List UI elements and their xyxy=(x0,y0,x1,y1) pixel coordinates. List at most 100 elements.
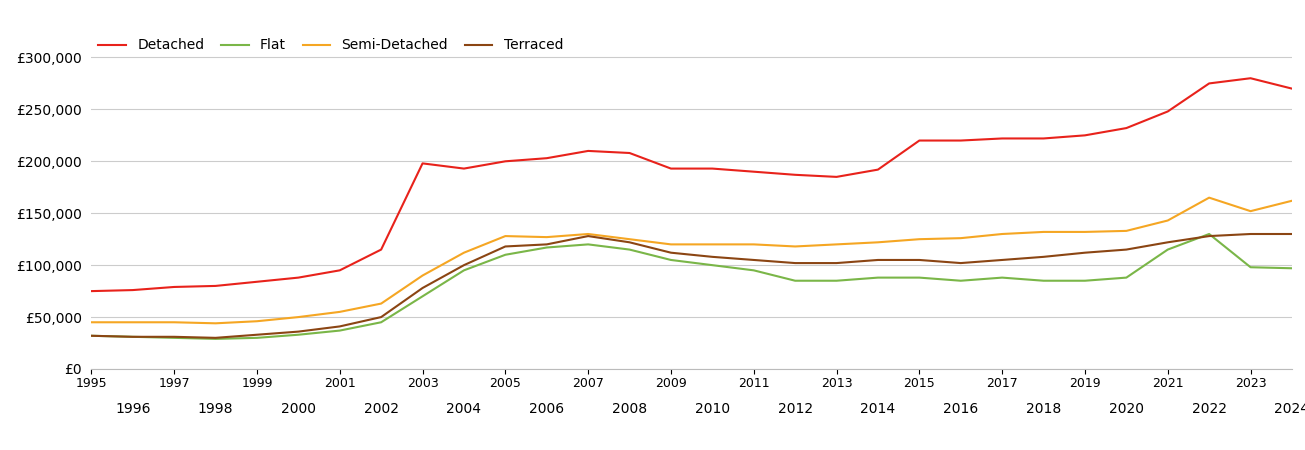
Semi-Detached xyxy=(291,315,307,320)
Semi-Detached xyxy=(1202,195,1218,200)
Flat xyxy=(911,275,927,280)
Flat xyxy=(249,335,265,341)
Terraced xyxy=(953,261,968,266)
Terraced xyxy=(1036,254,1052,260)
Flat xyxy=(1036,278,1052,284)
Detached xyxy=(331,268,347,273)
Flat xyxy=(746,268,762,273)
Semi-Detached xyxy=(581,231,596,237)
Flat xyxy=(497,252,513,257)
Detached xyxy=(621,150,637,156)
Detached xyxy=(373,247,389,252)
Terraced xyxy=(621,239,637,245)
Terraced xyxy=(746,257,762,263)
Flat xyxy=(1118,275,1134,280)
Flat xyxy=(84,333,99,338)
Semi-Detached xyxy=(1118,228,1134,234)
Detached xyxy=(829,174,844,180)
Detached xyxy=(539,156,555,161)
Flat xyxy=(621,247,637,252)
Detached xyxy=(581,148,596,153)
Semi-Detached xyxy=(1242,208,1258,214)
Semi-Detached xyxy=(663,242,679,247)
Terraced xyxy=(581,234,596,239)
Semi-Detached xyxy=(125,320,141,325)
Flat xyxy=(1284,266,1300,271)
Terraced xyxy=(539,242,555,247)
Semi-Detached xyxy=(1077,229,1092,234)
Terraced xyxy=(1242,231,1258,237)
Detached xyxy=(415,161,431,166)
Terraced xyxy=(249,332,265,338)
Detached xyxy=(1160,109,1176,114)
Flat xyxy=(415,293,431,299)
Flat xyxy=(705,262,720,268)
Terraced xyxy=(84,333,99,338)
Terraced xyxy=(1202,234,1218,239)
Detached xyxy=(457,166,472,171)
Detached xyxy=(663,166,679,171)
Flat xyxy=(829,278,844,284)
Flat xyxy=(953,278,968,284)
Detached xyxy=(705,166,720,171)
Terraced xyxy=(166,334,181,339)
Semi-Detached xyxy=(621,237,637,242)
Detached xyxy=(870,167,886,172)
Flat xyxy=(1077,278,1092,284)
Semi-Detached xyxy=(746,242,762,247)
Terraced xyxy=(1118,247,1134,252)
Semi-Detached xyxy=(953,235,968,241)
Terraced xyxy=(373,315,389,320)
Flat xyxy=(373,320,389,325)
Detached xyxy=(166,284,181,290)
Detached xyxy=(994,136,1010,141)
Flat xyxy=(331,328,347,333)
Detached xyxy=(746,169,762,175)
Flat xyxy=(166,335,181,341)
Flat xyxy=(457,268,472,273)
Semi-Detached xyxy=(249,319,265,324)
Detached xyxy=(953,138,968,143)
Semi-Detached xyxy=(787,244,803,249)
Terraced xyxy=(415,285,431,291)
Semi-Detached xyxy=(539,234,555,240)
Semi-Detached xyxy=(1284,198,1300,203)
Terraced xyxy=(994,257,1010,263)
Semi-Detached xyxy=(207,320,223,326)
Line: Terraced: Terraced xyxy=(91,234,1292,338)
Semi-Detached xyxy=(331,309,347,315)
Detached xyxy=(1284,86,1300,91)
Line: Flat: Flat xyxy=(91,234,1292,339)
Terraced xyxy=(705,254,720,260)
Detached xyxy=(249,279,265,284)
Detached xyxy=(125,288,141,293)
Semi-Detached xyxy=(911,237,927,242)
Flat xyxy=(1202,231,1218,237)
Terraced xyxy=(1284,231,1300,237)
Flat xyxy=(1160,247,1176,252)
Flat xyxy=(125,334,141,339)
Semi-Detached xyxy=(1160,218,1176,223)
Detached xyxy=(1242,76,1258,81)
Legend: Detached, Flat, Semi-Detached, Terraced: Detached, Flat, Semi-Detached, Terraced xyxy=(98,38,562,53)
Detached xyxy=(911,138,927,143)
Terraced xyxy=(663,250,679,256)
Semi-Detached xyxy=(84,320,99,325)
Semi-Detached xyxy=(705,242,720,247)
Detached xyxy=(1202,81,1218,86)
Line: Semi-Detached: Semi-Detached xyxy=(91,198,1292,323)
Terraced xyxy=(1160,239,1176,245)
Terraced xyxy=(787,261,803,266)
Flat xyxy=(787,278,803,284)
Terraced xyxy=(829,261,844,266)
Terraced xyxy=(291,329,307,334)
Terraced xyxy=(331,324,347,329)
Detached xyxy=(1077,133,1092,138)
Semi-Detached xyxy=(1036,229,1052,234)
Semi-Detached xyxy=(457,250,472,256)
Terraced xyxy=(207,335,223,341)
Detached xyxy=(291,275,307,280)
Semi-Detached xyxy=(994,231,1010,237)
Terraced xyxy=(457,262,472,268)
Detached xyxy=(497,158,513,164)
